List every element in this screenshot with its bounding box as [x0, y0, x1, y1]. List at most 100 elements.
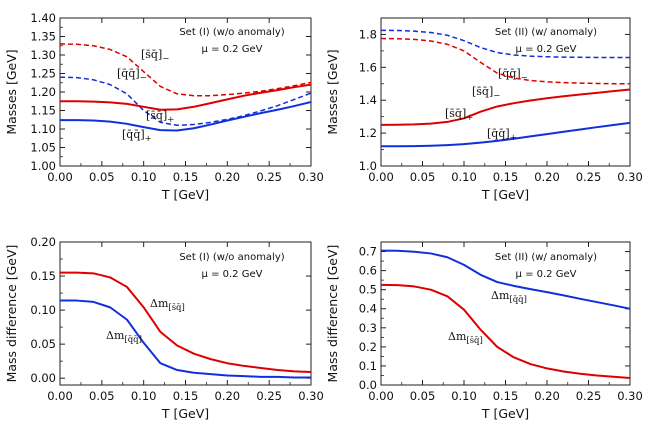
x-tick-label: 0.20: [534, 170, 560, 184]
x-tick-label: 0.30: [617, 170, 643, 184]
y-tick-label: 1.40: [30, 11, 56, 25]
series-label: [q̄q̄]+: [122, 128, 152, 144]
x-tick-label: 0.00: [368, 389, 394, 403]
y-tick-label: 1.05: [30, 141, 56, 155]
y-tick-label: 1.10: [30, 122, 56, 136]
y-axis-label: Masses [GeV]: [325, 49, 340, 134]
series-line: [381, 283, 630, 379]
series-line: [60, 101, 311, 132]
series-label: [s̄q̄]−: [141, 48, 169, 64]
series-label: Δm[q̄q̄]: [491, 289, 527, 305]
y-tick-label: 0.5: [359, 283, 377, 297]
series-label: [s̄q̄]+: [445, 107, 473, 123]
x-tick-label: 0.05: [410, 389, 436, 403]
panel-top-left: 0.00 0.05 0.10 0.15 0.20 0.25 0.30 1.00 1.05 1.10…: [4, 11, 324, 202]
set-label: Set (I) (w/o anomaly): [179, 27, 284, 38]
x-tick-label: 0.30: [298, 389, 324, 403]
x-tick-label: 0.00: [47, 389, 73, 403]
x-tick-label: 0.15: [493, 170, 519, 184]
series-line: [381, 121, 630, 148]
plot-frame: [380, 241, 631, 386]
series-line: [381, 88, 630, 126]
y-tick-label: 1.30: [30, 48, 56, 62]
series-line: [60, 83, 311, 111]
series-label: Δm[q̄q̄]: [106, 329, 142, 345]
x-tick-label: 0.00: [47, 170, 73, 184]
series-label: [s̄q̄]−: [472, 85, 500, 101]
x-tick-label: 0.15: [173, 389, 199, 403]
x-tick-label: 0.25: [576, 389, 602, 403]
x-tick-label: 0.30: [298, 170, 324, 184]
mu-label: μ = 0.2 GeV: [202, 269, 263, 280]
y-tick-label: 0.0: [359, 378, 377, 392]
y-tick-label: 0.05: [30, 337, 56, 351]
y-axis-label: Masses [GeV]: [4, 49, 19, 134]
y-axis-label: Mass difference [GeV]: [325, 245, 340, 383]
x-axis-label: T [GeV]: [161, 187, 209, 202]
x-tick-label: 0.00: [368, 170, 394, 184]
x-tick-label: 0.30: [617, 389, 643, 403]
x-axis-label: T [GeV]: [161, 406, 209, 421]
y-tick-label: 0.6: [359, 264, 377, 278]
set-label: Set (I) (w/o anomaly): [179, 252, 284, 263]
series-line: [60, 76, 311, 127]
panel-top-right: 0.00 0.05 0.10 0.15 0.20 0.25 0.30 1.0 1.2 1.4 1.6…: [325, 17, 643, 202]
set-label: Set (II) (w/ anomaly): [495, 252, 597, 263]
series-label: [s̄q̄]+: [146, 109, 174, 125]
panel-bottom-right: 0.00 0.05 0.10 0.15 0.20 0.25 0.30 0.0 0.1 0.2 0.3…: [325, 241, 643, 421]
y-tick-label: 1.2: [359, 126, 377, 140]
x-tick-label: 0.20: [215, 389, 241, 403]
series-line: [381, 37, 630, 85]
set-label: Set (II) (w/ anomaly): [495, 27, 597, 38]
y-tick-label: 1.15: [30, 104, 56, 118]
x-tick-label: 0.15: [493, 389, 519, 403]
x-tick-label: 0.10: [131, 389, 157, 403]
mu-label: μ = 0.2 GeV: [516, 44, 577, 55]
y-tick-label: 0.20: [30, 235, 56, 249]
series-line: [60, 43, 311, 97]
y-tick-label: 0.4: [359, 302, 377, 316]
y-axis-label: Mass difference [GeV]: [4, 245, 19, 383]
series-line: [381, 29, 630, 59]
x-tick-label: 0.05: [89, 389, 115, 403]
plot-frame: [59, 17, 312, 167]
y-tick-label: 1.8: [359, 27, 377, 41]
y-tick-label: 0.00: [30, 371, 56, 385]
series-label: [q̄q̄]−: [498, 67, 528, 83]
y-tick-label: 0.3: [359, 321, 377, 335]
series-label: Δm[s̄q̄]: [448, 330, 483, 346]
x-tick-label: 0.05: [410, 170, 436, 184]
series-label: Δm[s̄q̄]: [150, 297, 185, 313]
x-tick-label: 0.10: [451, 389, 477, 403]
x-axis-label: T [GeV]: [481, 406, 529, 421]
x-tick-label: 0.25: [256, 389, 282, 403]
y-tick-label: 1.0: [359, 159, 377, 173]
plot-frame: [380, 17, 631, 167]
y-tick-label: 0.10: [30, 303, 56, 317]
plot-frame: [59, 241, 312, 386]
x-tick-label: 0.05: [89, 170, 115, 184]
y-tick-label: 1.6: [359, 60, 377, 74]
mu-label: μ = 0.2 GeV: [202, 44, 263, 55]
x-tick-label: 0.10: [451, 170, 477, 184]
y-tick-label: 1.35: [30, 30, 56, 44]
y-tick-label: 0.1: [359, 359, 377, 373]
x-tick-label: 0.25: [256, 170, 282, 184]
y-tick-label: 0.2: [359, 340, 377, 354]
y-tick-label: 1.20: [30, 85, 56, 99]
x-tick-label: 0.20: [215, 170, 241, 184]
y-tick-label: 0.7: [359, 245, 377, 259]
y-tick-label: 1.00: [30, 159, 56, 173]
series-line: [60, 271, 311, 374]
x-axis-label: T [GeV]: [481, 187, 529, 202]
x-tick-label: 0.15: [173, 170, 199, 184]
mu-label: μ = 0.2 GeV: [516, 269, 577, 280]
series-line: [381, 249, 630, 310]
y-tick-label: 1.25: [30, 67, 56, 81]
x-tick-label: 0.10: [131, 170, 157, 184]
y-tick-label: 1.4: [359, 93, 377, 107]
series-label: [q̄q̄]+: [487, 127, 517, 143]
series-line: [60, 299, 311, 379]
y-tick-label: 0.15: [30, 269, 56, 283]
